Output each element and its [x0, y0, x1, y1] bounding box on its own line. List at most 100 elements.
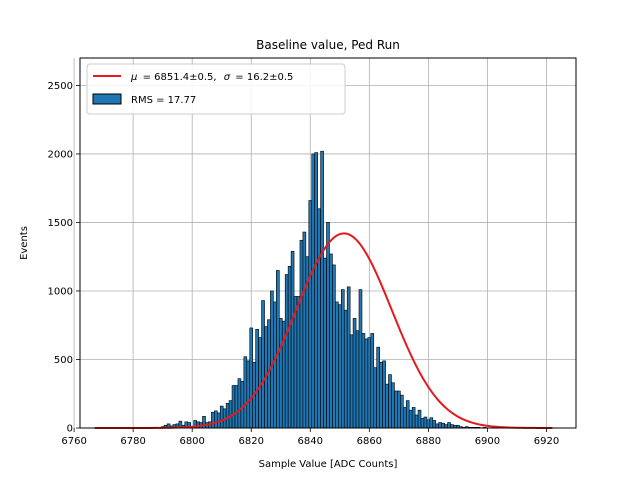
histogram-bar — [423, 416, 428, 429]
x-tick-label: 6860 — [357, 436, 382, 447]
histogram-bar — [261, 300, 265, 429]
histogram-bar — [332, 264, 336, 429]
y-tick-label: 0 — [67, 424, 73, 435]
legend-mu-symbol: μ — [130, 72, 137, 83]
y-tick-label: 1000 — [48, 286, 73, 297]
histogram-bar — [302, 231, 307, 429]
legend-hist-label: RMS = 17.77 — [131, 95, 196, 106]
histogram-bar — [408, 409, 413, 429]
histogram-bar — [373, 367, 378, 429]
histogram-bar — [273, 301, 277, 429]
histogram-bar — [284, 274, 289, 429]
histogram-bar — [240, 381, 245, 429]
x-axis-label: Sample Value [ADC Counts] — [259, 459, 398, 470]
legend: μ = 6851.4±0.5, σ = 16.2±0.5 RMS = 17.77 — [86, 63, 346, 115]
x-tick-label: 6840 — [298, 436, 323, 447]
histogram-bar — [246, 360, 251, 429]
x-tick-label: 6760 — [61, 436, 86, 447]
histogram-bar — [225, 403, 230, 429]
histogram-bar — [228, 400, 233, 429]
histogram-bar — [397, 390, 401, 429]
x-tick-label: 6880 — [416, 436, 441, 447]
legend-sigma-symbol: σ — [224, 72, 231, 83]
histogram-bar — [249, 327, 254, 429]
histogram-bar — [414, 414, 419, 429]
y-tick-label: 500 — [54, 355, 73, 366]
histogram-bar — [270, 290, 274, 429]
histogram-bar — [364, 338, 369, 429]
histogram-bar — [338, 304, 342, 429]
histogram-bar — [441, 422, 445, 429]
histogram-bar — [243, 356, 248, 429]
histogram-bar — [234, 385, 239, 429]
histogram-bar — [346, 286, 351, 429]
histogram-bar — [382, 360, 386, 429]
x-tick-label: 6800 — [179, 436, 204, 447]
legend-hist-swatch — [92, 93, 122, 105]
histogram-bar — [400, 394, 404, 429]
histogram-bar — [343, 309, 348, 429]
histogram-bar — [287, 265, 292, 429]
histogram-bar — [367, 337, 372, 429]
x-tick-label: 6780 — [120, 436, 145, 447]
histogram-bar — [278, 318, 283, 429]
x-tick-label: 6820 — [239, 436, 264, 447]
histogram-bar — [311, 153, 316, 429]
histogram-bar — [340, 289, 345, 429]
histogram-bar — [376, 346, 380, 429]
legend-fit-label: μ = 6851.4±0.5, σ = 16.2±0.5 — [130, 72, 293, 83]
y-axis-label: Events — [19, 226, 30, 260]
legend-box — [86, 63, 346, 115]
histogram-bar — [296, 296, 301, 429]
histogram-bar — [358, 289, 363, 429]
legend-mu-value: = 6851.4±0.5, — [143, 72, 217, 83]
y-tick-label: 2000 — [48, 149, 73, 160]
histogram-bar — [402, 407, 407, 429]
histogram-bar — [361, 333, 366, 429]
histogram-bar — [214, 410, 218, 429]
histogram-bar — [394, 390, 398, 429]
histogram-bar — [231, 385, 236, 429]
histogram-bar — [211, 411, 215, 429]
histogram-bar — [349, 334, 354, 429]
histogram-bar — [429, 417, 434, 429]
y-axis-ticks: 0 500 1000 1500 2000 2500 — [48, 81, 80, 435]
histogram-bar — [420, 418, 425, 429]
chart-title: Baseline value, Ped Run — [256, 38, 400, 52]
histogram-bar — [417, 409, 422, 429]
x-tick-label: 6900 — [475, 436, 500, 447]
histogram-bar — [450, 424, 454, 429]
histogram-bar — [438, 422, 442, 429]
histogram-bar — [370, 333, 375, 429]
histogram-bar — [314, 152, 318, 429]
x-axis-ticks: 6760 6780 6800 6820 6840 6860 6880 6900 6920 — [61, 428, 559, 447]
histogram-bar — [320, 150, 324, 429]
y-tick-label: 2500 — [48, 81, 73, 92]
histogram-bar — [299, 239, 304, 429]
histogram-bar — [290, 250, 295, 429]
histogram-bar — [432, 420, 437, 429]
y-tick-label: 1500 — [48, 218, 73, 229]
histogram-bar — [388, 374, 392, 429]
histogram-bar — [335, 301, 339, 429]
histogram-bar — [379, 361, 383, 429]
histogram-bar — [308, 200, 313, 429]
histogram-bar — [444, 424, 448, 429]
histogram-bar — [326, 222, 330, 429]
histogram-bar — [405, 400, 410, 429]
histogram-bar — [237, 378, 242, 429]
legend-sigma-value: = 16.2±0.5 — [235, 72, 293, 83]
histogram-bar — [391, 382, 395, 429]
histogram-bar — [317, 208, 321, 429]
histogram-bar — [219, 405, 224, 429]
histogram-bar — [385, 383, 389, 429]
histogram-bar — [435, 423, 440, 429]
histogram-bar — [255, 329, 259, 429]
histogram-bar — [329, 253, 333, 429]
plot-frame — [79, 57, 577, 429]
x-tick-label: 6920 — [534, 436, 559, 447]
histogram-bar — [323, 257, 327, 429]
histogram-bar — [352, 318, 357, 429]
histogram-bar — [447, 422, 451, 429]
